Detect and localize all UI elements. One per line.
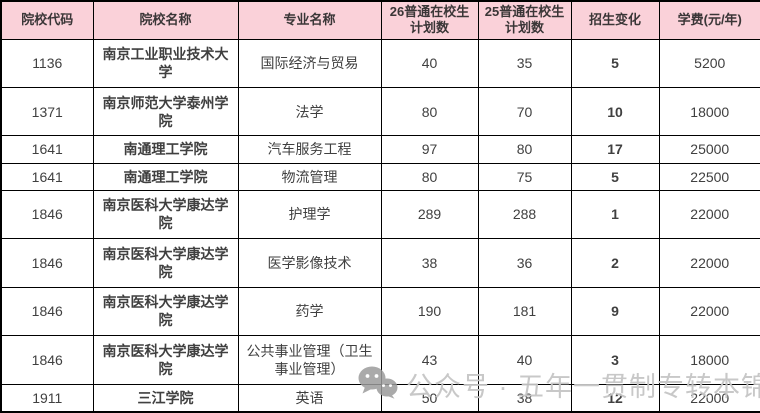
cell-college-name: 南通理工学院: [92, 135, 239, 164]
cell-major-name: 英语: [237, 383, 382, 413]
cell-college-name: 南通理工学院: [92, 162, 239, 191]
cell-tuition: 22500: [658, 162, 760, 191]
cell-college-code: 1846: [0, 286, 94, 337]
cell-plan-26: 43: [380, 335, 479, 385]
table-row: 1846 南京医科大学康达学院 药学 190 181 9 22000: [0, 286, 760, 337]
cell-enrollment-change: 5: [570, 38, 660, 88]
cell-tuition: 18000: [658, 86, 760, 137]
cell-college-code: 1846: [0, 189, 94, 240]
cell-tuition: 22000: [658, 238, 760, 288]
cell-plan-25: 36: [477, 238, 572, 288]
cell-plan-25: 181: [477, 286, 572, 337]
cell-plan-25: 38: [477, 383, 572, 413]
cell-college-code: 1846: [0, 335, 94, 385]
cell-college-name: 南京医科大学康达学院: [92, 238, 239, 288]
cell-college-code: 1136: [0, 38, 94, 88]
cell-college-code: 1641: [0, 162, 94, 191]
cell-plan-26: 97: [380, 135, 479, 164]
cell-enrollment-change: 3: [570, 335, 660, 385]
cell-tuition: 18000: [658, 335, 760, 385]
cell-college-name: 三江学院: [92, 383, 239, 413]
cell-tuition: 22000: [658, 383, 760, 413]
cell-plan-26: 190: [380, 286, 479, 337]
col-header-plan-25: 25普通在校生 计划数: [477, 0, 572, 40]
cell-college-name: 南京工业职业技术大学: [92, 38, 239, 88]
cell-enrollment-change: 1: [570, 189, 660, 240]
cell-plan-25: 80: [477, 135, 572, 164]
cell-plan-25: 35: [477, 38, 572, 88]
table-row: 1641 南通理工学院 汽车服务工程 97 80 17 25000: [0, 135, 760, 164]
cell-major-name: 公共事业管理（卫生事业管理）: [237, 335, 382, 385]
cell-tuition: 22000: [658, 189, 760, 240]
cell-plan-25: 70: [477, 86, 572, 137]
cell-major-name: 汽车服务工程: [237, 135, 382, 164]
col-header-college-code: 院校代码: [0, 0, 94, 40]
cell-college-name: 南京医科大学康达学院: [92, 189, 239, 240]
col-header-enrollment-change: 招生变化: [570, 0, 660, 40]
table-row: 1641 南通理工学院 物流管理 80 75 5 22500: [0, 162, 760, 191]
table-row: 1846 南京医科大学康达学院 公共事业管理（卫生事业管理） 43 40 3 1…: [0, 335, 760, 385]
table-row: 1846 南京医科大学康达学院 医学影像技术 38 36 2 22000: [0, 238, 760, 288]
cell-enrollment-change: 12: [570, 383, 660, 413]
cell-college-code: 1846: [0, 238, 94, 288]
cell-major-name: 医学影像技术: [237, 238, 382, 288]
cell-plan-25: 40: [477, 335, 572, 385]
cell-college-code: 1911: [0, 383, 94, 413]
cell-tuition: 5200: [658, 38, 760, 88]
cell-enrollment-change: 2: [570, 238, 660, 288]
cell-plan-26: 38: [380, 238, 479, 288]
cell-enrollment-change: 5: [570, 162, 660, 191]
cell-plan-25: 288: [477, 189, 572, 240]
cell-college-code: 1371: [0, 86, 94, 137]
table-row: 1136 南京工业职业技术大学 国际经济与贸易 40 35 5 5200: [0, 38, 760, 88]
table-row: 1371 南京师范大学泰州学院 法学 80 70 10 18000: [0, 86, 760, 137]
cell-college-code: 1641: [0, 135, 94, 164]
cell-major-name: 法学: [237, 86, 382, 137]
cell-college-name: 南京医科大学康达学院: [92, 335, 239, 385]
cell-college-name: 南京医科大学康达学院: [92, 286, 239, 337]
cell-enrollment-change: 17: [570, 135, 660, 164]
header-row: 院校代码 院校名称 专业名称 26普通在校生 计划数 25普通在校生 计划数 招…: [0, 0, 760, 40]
cell-major-name: 物流管理: [237, 162, 382, 191]
cell-college-name: 南京师范大学泰州学院: [92, 86, 239, 137]
table-row: 1846 南京医科大学康达学院 护理学 289 288 1 22000: [0, 189, 760, 240]
cell-plan-26: 289: [380, 189, 479, 240]
cell-plan-26: 80: [380, 162, 479, 191]
cell-plan-25: 75: [477, 162, 572, 191]
cell-tuition: 22000: [658, 286, 760, 337]
col-header-tuition: 学费(元/年): [658, 0, 760, 40]
cell-major-name: 国际经济与贸易: [237, 38, 382, 88]
cell-tuition: 25000: [658, 135, 760, 164]
cell-plan-26: 40: [380, 38, 479, 88]
col-header-plan-26: 26普通在校生 计划数: [380, 0, 479, 40]
cell-plan-26: 50: [380, 383, 479, 413]
cell-enrollment-change: 10: [570, 86, 660, 137]
cell-plan-26: 80: [380, 86, 479, 137]
table-row: 1911 三江学院 英语 50 38 12 22000: [0, 383, 760, 413]
cell-enrollment-change: 9: [570, 286, 660, 337]
cell-major-name: 药学: [237, 286, 382, 337]
col-header-college-name: 院校名称: [92, 0, 239, 40]
cell-major-name: 护理学: [237, 189, 382, 240]
col-header-major-name: 专业名称: [237, 0, 382, 40]
